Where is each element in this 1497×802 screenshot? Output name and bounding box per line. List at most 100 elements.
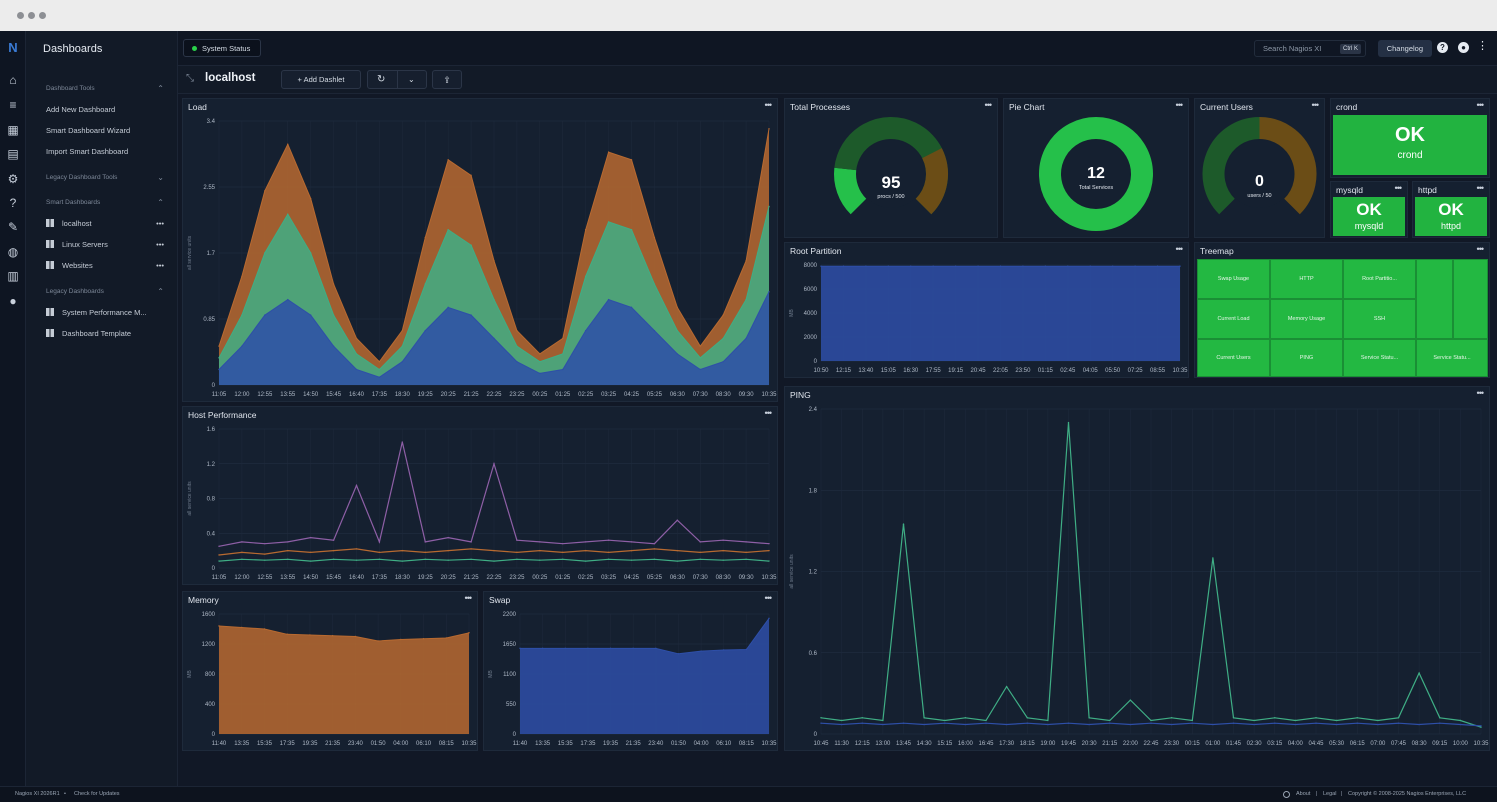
data-point: [1129, 723, 1132, 726]
check-updates-link[interactable]: Check for Updates: [74, 791, 120, 797]
data-point: [516, 329, 518, 332]
x-tick-label: 19:35: [302, 741, 318, 747]
building-icon[interactable]: ▥: [7, 269, 19, 283]
export-button[interactable]: ⇪: [432, 70, 462, 89]
data-point: [447, 536, 449, 539]
nagios-logo-icon[interactable]: N: [8, 40, 18, 55]
x-tick-label: 22:45: [1143, 741, 1159, 747]
panel-menu-icon[interactable]: •••: [764, 100, 773, 110]
data-point: [584, 329, 587, 332]
sidebar-item-add-new-dashboard[interactable]: Add New Dashboard: [46, 105, 116, 114]
more-icon[interactable]: •••: [156, 261, 164, 270]
home-icon[interactable]: ⌂: [9, 73, 17, 87]
data-point: [865, 265, 867, 267]
data-point: [1191, 722, 1193, 724]
x-tick-label: 10:35: [761, 392, 777, 398]
help-icon[interactable]: ?: [1437, 42, 1448, 53]
y-tick-label: 1.6: [207, 427, 216, 433]
user-icon[interactable]: ●: [1458, 42, 1469, 53]
more-icon[interactable]: •••: [156, 219, 164, 228]
treemap-cell-blank[interactable]: [1416, 259, 1453, 339]
panel-menu-icon[interactable]: •••: [1175, 100, 1184, 110]
more-icon[interactable]: •••: [156, 240, 164, 249]
data-point: [1335, 719, 1338, 722]
data-point: [954, 265, 957, 267]
sidebar-item-dashboard-template[interactable]: Dashboard Template: [46, 329, 164, 338]
data-point: [355, 337, 358, 340]
search-input[interactable]: Search Nagios XI Ctrl K: [1254, 40, 1366, 57]
section-legacy-dashboards[interactable]: Legacy Dashboards ⌃: [46, 287, 164, 296]
treemap-cell[interactable]: Service Statu...: [1343, 339, 1416, 377]
window-dot-icon: [28, 12, 35, 19]
panel-menu-icon[interactable]: •••: [764, 408, 773, 418]
data-point: [1088, 723, 1090, 726]
x-tick-label: 13:55: [280, 392, 296, 398]
dashboard-icon[interactable]: ▦: [7, 123, 19, 137]
sidebar-item-websites[interactable]: Websites •••: [46, 261, 164, 270]
sidebar-item-localhost[interactable]: localhost •••: [46, 219, 164, 228]
sidebar-item-import-smart-dashboard[interactable]: Import Smart Dashboard: [46, 147, 129, 156]
panel-menu-icon[interactable]: •••: [1175, 244, 1184, 254]
treemap-cell[interactable]: Root Partitio...: [1343, 259, 1416, 299]
help-icon[interactable]: ?: [9, 196, 17, 210]
treemap-cell[interactable]: SSH: [1343, 299, 1416, 339]
panel-menu-icon[interactable]: •••: [1476, 244, 1485, 254]
panel-menu-icon[interactable]: •••: [1394, 183, 1403, 193]
panel-menu-icon[interactable]: •••: [1311, 100, 1320, 110]
treemap-cell-blank[interactable]: [1453, 259, 1488, 339]
legal-link[interactable]: Legal: [1323, 791, 1337, 797]
service-name: httpd: [1440, 221, 1462, 231]
data-point: [745, 260, 747, 262]
data-point: [264, 559, 266, 561]
x-tick-label: 22:25: [486, 575, 502, 581]
sidebar-item-smart-dashboard-wizard[interactable]: Smart Dashboard Wizard: [46, 126, 131, 135]
user-icon[interactable]: ●: [9, 294, 17, 308]
x-tick-label: 08:30: [1412, 741, 1428, 747]
kebab-menu-icon[interactable]: ⋮: [1477, 40, 1488, 52]
crond-panel: crond ••• OK crond: [1330, 98, 1490, 178]
section-legacy-dashboard-tools[interactable]: Legacy Dashboard Tools ⌄: [46, 173, 164, 182]
gear-icon[interactable]: ⚙: [7, 172, 19, 186]
system-status-button[interactable]: System Status: [183, 39, 262, 57]
x-tick-label: 14:30: [917, 741, 933, 747]
sidebar-item-system-performance[interactable]: System Performance M...: [46, 308, 164, 317]
y-tick-label: 1.2: [809, 570, 818, 576]
treemap-cell[interactable]: Current Load: [1197, 299, 1270, 339]
add-dashlet-button[interactable]: + Add Dashlet: [281, 70, 361, 89]
chevron-down-icon[interactable]: ⌄: [408, 75, 415, 84]
panel-menu-icon[interactable]: •••: [1476, 183, 1485, 193]
x-tick-label: 21:25: [464, 392, 480, 398]
chart-icon[interactable]: ▤: [7, 147, 19, 161]
data-point: [1156, 265, 1159, 267]
treemap-cell[interactable]: PING: [1270, 339, 1343, 377]
changelog-button[interactable]: Changelog: [1377, 40, 1432, 57]
panel-menu-icon[interactable]: •••: [764, 593, 773, 603]
theme-icon[interactable]: [1283, 791, 1290, 798]
treemap-cell[interactable]: Memory Usage: [1270, 299, 1343, 339]
panel-menu-icon[interactable]: •••: [1476, 388, 1485, 398]
treemap-cell[interactable]: HTTP: [1270, 259, 1343, 299]
data-point: [1089, 265, 1091, 267]
treemap-cell[interactable]: Swap Usage: [1197, 259, 1270, 299]
panel-menu-icon[interactable]: •••: [984, 100, 993, 110]
list-icon[interactable]: ≡: [9, 98, 17, 112]
treemap-cell[interactable]: Current Users: [1197, 339, 1270, 377]
upload-icon: ⇪: [443, 75, 451, 85]
sidebar-item-linux-servers[interactable]: Linux Servers •••: [46, 240, 164, 249]
treemap-cell[interactable]: Service Statu...: [1416, 339, 1488, 377]
x-tick-label: 17:35: [280, 741, 296, 747]
about-link[interactable]: About: [1296, 791, 1311, 797]
panel-menu-icon[interactable]: •••: [1476, 100, 1485, 110]
host-performance-panel: Host Performance ••• 1.6 1.2 0.8 0.4 0 all se…: [182, 406, 778, 585]
section-smart-dashboards[interactable]: Smart Dashboards ⌃: [46, 198, 164, 207]
x-tick-label: 01:00: [1205, 741, 1221, 747]
world-icon[interactable]: ◍: [7, 245, 19, 259]
panel-menu-icon[interactable]: •••: [464, 593, 473, 603]
drag-handle-icon[interactable]: ⤡: [186, 73, 194, 84]
data-point: [424, 283, 426, 285]
data-point: [584, 275, 587, 277]
section-dashboard-tools[interactable]: Dashboard Tools ⌃: [46, 84, 164, 93]
refresh-button[interactable]: ↻ ⌄: [367, 70, 427, 89]
wrench-icon[interactable]: ✎: [7, 220, 19, 234]
section-label: Legacy Dashboard Tools: [46, 174, 118, 181]
